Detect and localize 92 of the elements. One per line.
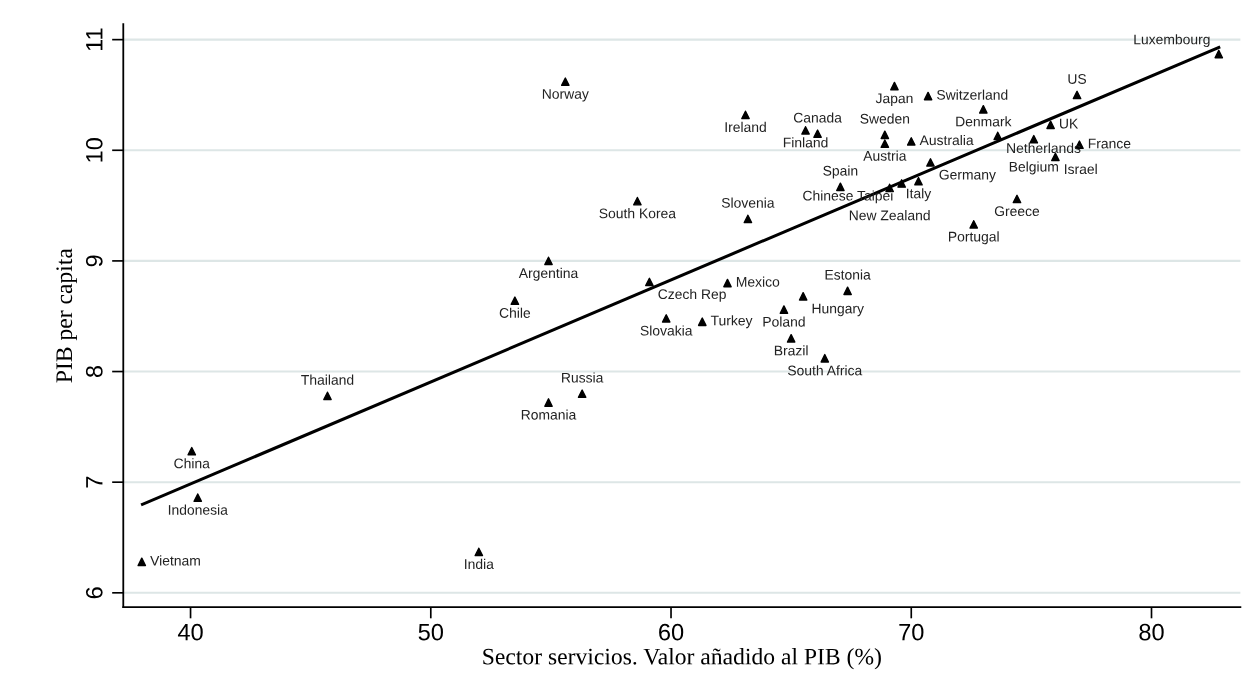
- point: [1046, 120, 1055, 130]
- annotation: Romania: [521, 409, 577, 420]
- x-tick-label: 40: [177, 623, 203, 641]
- y-tick-label: 7: [86, 476, 103, 488]
- point: [193, 493, 203, 503]
- annotation: Estonia: [825, 269, 871, 280]
- point: [1012, 194, 1022, 204]
- annotation: Germany: [939, 169, 996, 183]
- point: [969, 220, 979, 229]
- point: [786, 333, 796, 343]
- annotation: Austria: [863, 150, 907, 161]
- annotation: France: [1088, 138, 1131, 149]
- annotation: Hungary: [812, 303, 864, 317]
- point: [645, 277, 654, 287]
- point: [560, 77, 570, 87]
- annotation: Ireland: [725, 121, 766, 133]
- point: [697, 317, 707, 327]
- point: [978, 104, 988, 114]
- point: [510, 296, 520, 306]
- x-tick-label: 80: [1139, 623, 1164, 641]
- point: [914, 176, 923, 186]
- annotation: Japan: [875, 93, 913, 106]
- point: [544, 398, 553, 407]
- point: [577, 389, 587, 399]
- point: [723, 278, 732, 288]
- point: [1072, 90, 1082, 100]
- annotation: Czech Rep: [658, 288, 726, 302]
- y-tick-label: 6: [85, 587, 103, 599]
- annotation: Slovakia: [640, 325, 693, 336]
- annotation: Mexico: [736, 276, 780, 287]
- annotation: Luxembourg: [1134, 34, 1210, 48]
- point: [798, 291, 808, 301]
- annotation: Australia: [919, 134, 974, 146]
- point: [474, 547, 484, 557]
- annotation: Belgium: [1009, 161, 1058, 175]
- annotation: UK: [1060, 118, 1079, 129]
- annotation: Denmark: [956, 116, 1012, 127]
- annotation: Greece: [994, 206, 1040, 217]
- annotation: Chile: [499, 307, 531, 318]
- annotation: Argentina: [518, 267, 579, 281]
- annotation: South Korea: [599, 208, 676, 219]
- point: [926, 158, 935, 167]
- point: [880, 130, 890, 140]
- annotation: Switzerland: [937, 89, 1008, 100]
- annotation: Turkey: [710, 315, 753, 329]
- annotation: New Zealand: [849, 210, 930, 221]
- point: [880, 139, 890, 149]
- annotation: Slovenia: [721, 197, 775, 208]
- annotation: Italy: [907, 188, 932, 202]
- point: [1214, 49, 1224, 59]
- annotation: Norway: [542, 89, 589, 102]
- annotation: China: [174, 458, 210, 469]
- x-tick-label: 50: [418, 623, 443, 641]
- point: [661, 314, 671, 323]
- annotation: Spain: [823, 165, 858, 179]
- annotation: Portugal: [949, 231, 999, 245]
- y-tick-label: 8: [85, 366, 103, 378]
- annotation: US: [1068, 74, 1087, 84]
- point: [741, 110, 750, 120]
- annotation: India: [465, 558, 494, 570]
- point: [820, 353, 830, 363]
- point: [779, 305, 789, 314]
- annotation: Indonesia: [168, 504, 228, 515]
- point: [843, 286, 852, 296]
- point: [187, 446, 197, 456]
- y-tick-label: 11: [86, 28, 103, 51]
- point: [801, 125, 810, 135]
- annotation: South Africa: [787, 365, 863, 376]
- annotation: Russia: [562, 372, 604, 383]
- point: [544, 256, 553, 266]
- point: [137, 557, 147, 567]
- point: [743, 214, 753, 224]
- annotation: Brazil: [774, 345, 808, 356]
- annotation: Poland: [763, 316, 805, 327]
- y-tick-label: 9: [85, 255, 103, 267]
- y-tick-label: 10: [85, 138, 103, 162]
- annotation: Sweden: [860, 113, 910, 124]
- point: [890, 81, 899, 91]
- point: [633, 196, 642, 206]
- point: [323, 391, 332, 401]
- annotation: Thailand: [301, 374, 354, 385]
- point: [923, 91, 933, 101]
- annotation: Vietnam: [150, 555, 200, 566]
- annotation: Netherlands: [1007, 142, 1081, 154]
- x-tick-label: 60: [659, 623, 684, 641]
- x-tick-label: 70: [899, 623, 924, 641]
- annotation: Canada: [793, 112, 842, 123]
- x-axis-title: Sector servicios. Valor añadido al PIB (%): [483, 647, 881, 670]
- y-axis-title: PIB per capita: [56, 248, 77, 383]
- point: [906, 137, 916, 146]
- annotation: Israel: [1065, 163, 1097, 175]
- annotation: Finland: [783, 137, 828, 148]
